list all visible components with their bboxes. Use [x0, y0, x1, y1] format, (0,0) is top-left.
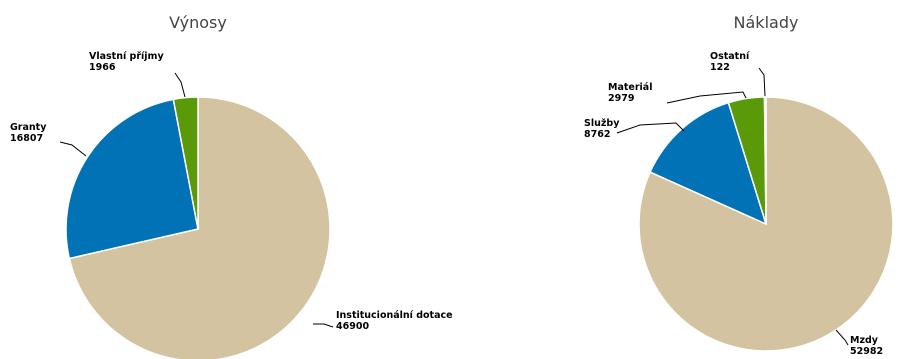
- slice-label-mzdy: Mzdy: [850, 335, 879, 346]
- leader-line-granty: [59, 141, 87, 157]
- leader-line-sluzby: [616, 122, 685, 134]
- leader-line-institucionalni-dotace: [313, 323, 334, 328]
- slice-label-ostatni: Ostatní: [710, 51, 750, 62]
- slice-value-granty: 16807: [10, 133, 43, 144]
- chart-title-naklady: Náklady: [734, 13, 799, 32]
- leader-line-material: [666, 91, 747, 104]
- slice-value-institucionalni-dotace: 46900: [336, 321, 369, 332]
- slice-value-vlastni-prijmy: 1966: [89, 62, 116, 73]
- slice-label-sluzby: Služby: [584, 118, 620, 129]
- slice-value-ostatni: 122: [710, 62, 730, 73]
- leader-line-vlastni-prijmy: [174, 72, 186, 98]
- leader-line-mzdy: [835, 329, 849, 346]
- slice-label-material: Materiál: [608, 82, 652, 93]
- pie-slice-ostatni: [763, 96, 767, 225]
- slice-value-sluzby: 8762: [584, 129, 610, 140]
- slice-value-mzdy: 52982: [850, 346, 883, 357]
- leader-line-ostatni: [758, 67, 766, 97]
- chart-title-vynosy: Výnosy: [169, 13, 227, 32]
- slice-label-vlastni-prijmy: Vlastní příjmy: [89, 51, 164, 62]
- slice-label-institucionalni-dotace: Institucionální dotace: [336, 310, 453, 321]
- slice-label-granty: Granty: [10, 122, 47, 133]
- pie-slice-institucionalni-dotace: [68, 96, 331, 359]
- pie-slice-granty: [65, 98, 199, 260]
- slice-value-material: 2979: [608, 93, 634, 104]
- pie-slice-vlastni-prijmy: [172, 96, 199, 230]
